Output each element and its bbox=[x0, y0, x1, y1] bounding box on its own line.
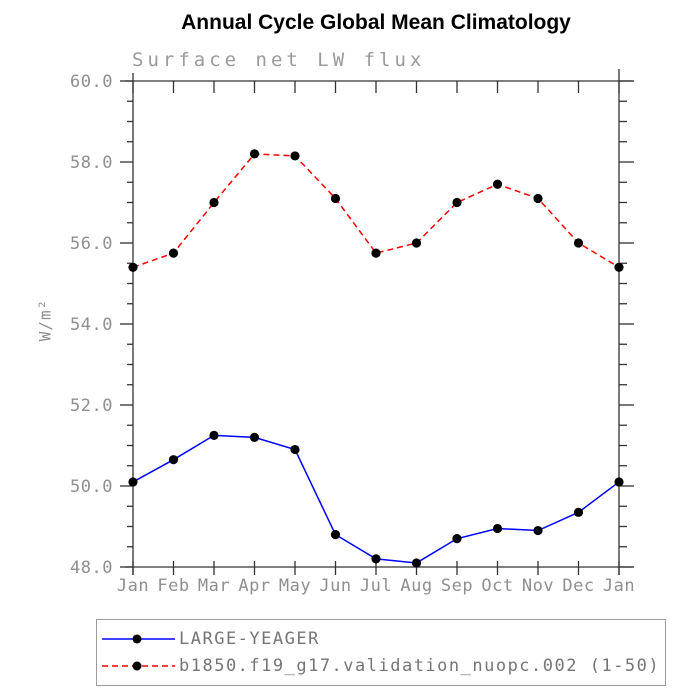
legend-box: LARGE-YEAGER b1850.f19_g17.validation_nu… bbox=[96, 619, 666, 686]
legend-label: LARGE-YEAGER bbox=[179, 629, 320, 649]
x-tick-label: Feb bbox=[157, 576, 189, 596]
x-tick-label: Jun bbox=[319, 576, 351, 596]
x-tick-label: Dec bbox=[562, 576, 594, 596]
y-tick-label: 50.0 bbox=[70, 477, 113, 497]
series-marker bbox=[290, 151, 300, 161]
x-tick-label: Oct bbox=[481, 576, 513, 596]
x-tick-label: Jan bbox=[603, 576, 635, 596]
y-tick-label: 60.0 bbox=[70, 72, 113, 92]
series-marker bbox=[614, 477, 624, 487]
x-tick-label: Jul bbox=[360, 576, 392, 596]
series-marker bbox=[533, 525, 543, 536]
y-tick-label: 48.0 bbox=[70, 558, 113, 578]
legend-item-b1850: b1850.f19_g17.validation_nuopc.002 (1-50… bbox=[101, 656, 661, 676]
series-marker bbox=[371, 554, 381, 564]
series-marker bbox=[290, 444, 300, 455]
series-marker bbox=[249, 149, 260, 159]
axes-frame bbox=[120, 69, 634, 575]
x-tick-label: Apr bbox=[238, 576, 270, 596]
series-marker bbox=[614, 262, 624, 272]
series-marker bbox=[209, 197, 219, 208]
x-tick-label: Aug bbox=[400, 576, 432, 596]
x-tick-label: Mar bbox=[198, 576, 230, 596]
chart-subtitle: Surface net LW flux bbox=[132, 49, 426, 71]
series-marker bbox=[411, 558, 422, 568]
y-tick-label: 56.0 bbox=[70, 234, 113, 254]
series-marker bbox=[533, 193, 543, 204]
legend-item-large-yeager: LARGE-YEAGER bbox=[101, 629, 661, 649]
series-marker bbox=[330, 530, 341, 540]
series-line bbox=[132, 434, 620, 564]
series-marker bbox=[573, 507, 584, 517]
y-tick-label: 52.0 bbox=[70, 396, 113, 416]
series-marker bbox=[330, 193, 341, 204]
series-marker bbox=[371, 248, 381, 258]
series-marker bbox=[249, 432, 260, 442]
x-tick-label: May bbox=[279, 576, 311, 596]
x-tick-label: Nov bbox=[522, 576, 554, 596]
series-marker bbox=[168, 455, 179, 465]
y-tick-label: 54.0 bbox=[70, 315, 113, 335]
series-marker bbox=[492, 179, 503, 189]
series-marker bbox=[492, 523, 503, 534]
y-tick-label: 58.0 bbox=[70, 153, 113, 173]
series-marker bbox=[452, 534, 462, 544]
series-marker bbox=[452, 197, 462, 208]
x-tick-label: Sep bbox=[441, 576, 473, 596]
series-marker bbox=[209, 430, 219, 440]
series-marker bbox=[168, 248, 179, 258]
series-marker bbox=[128, 262, 138, 272]
series-marker bbox=[128, 477, 138, 487]
series-1 bbox=[128, 149, 624, 272]
x-tick-label: Jan bbox=[117, 576, 149, 596]
legend-line-dashed-icon bbox=[102, 661, 175, 671]
series-marker bbox=[573, 238, 584, 248]
series-marker bbox=[411, 238, 422, 248]
legend-line-solid-icon bbox=[102, 634, 175, 644]
chart-title: Annual Cycle Global Mean Climatology bbox=[181, 11, 571, 34]
legend-label: b1850.f19_g17.validation_nuopc.002 (1-50… bbox=[179, 656, 661, 676]
tick-labels: 48.0 50.0 52.0 54.0 56.0 58.0 60.0 Jan Feb Mar Apr… bbox=[70, 72, 635, 596]
series-0 bbox=[128, 430, 624, 568]
